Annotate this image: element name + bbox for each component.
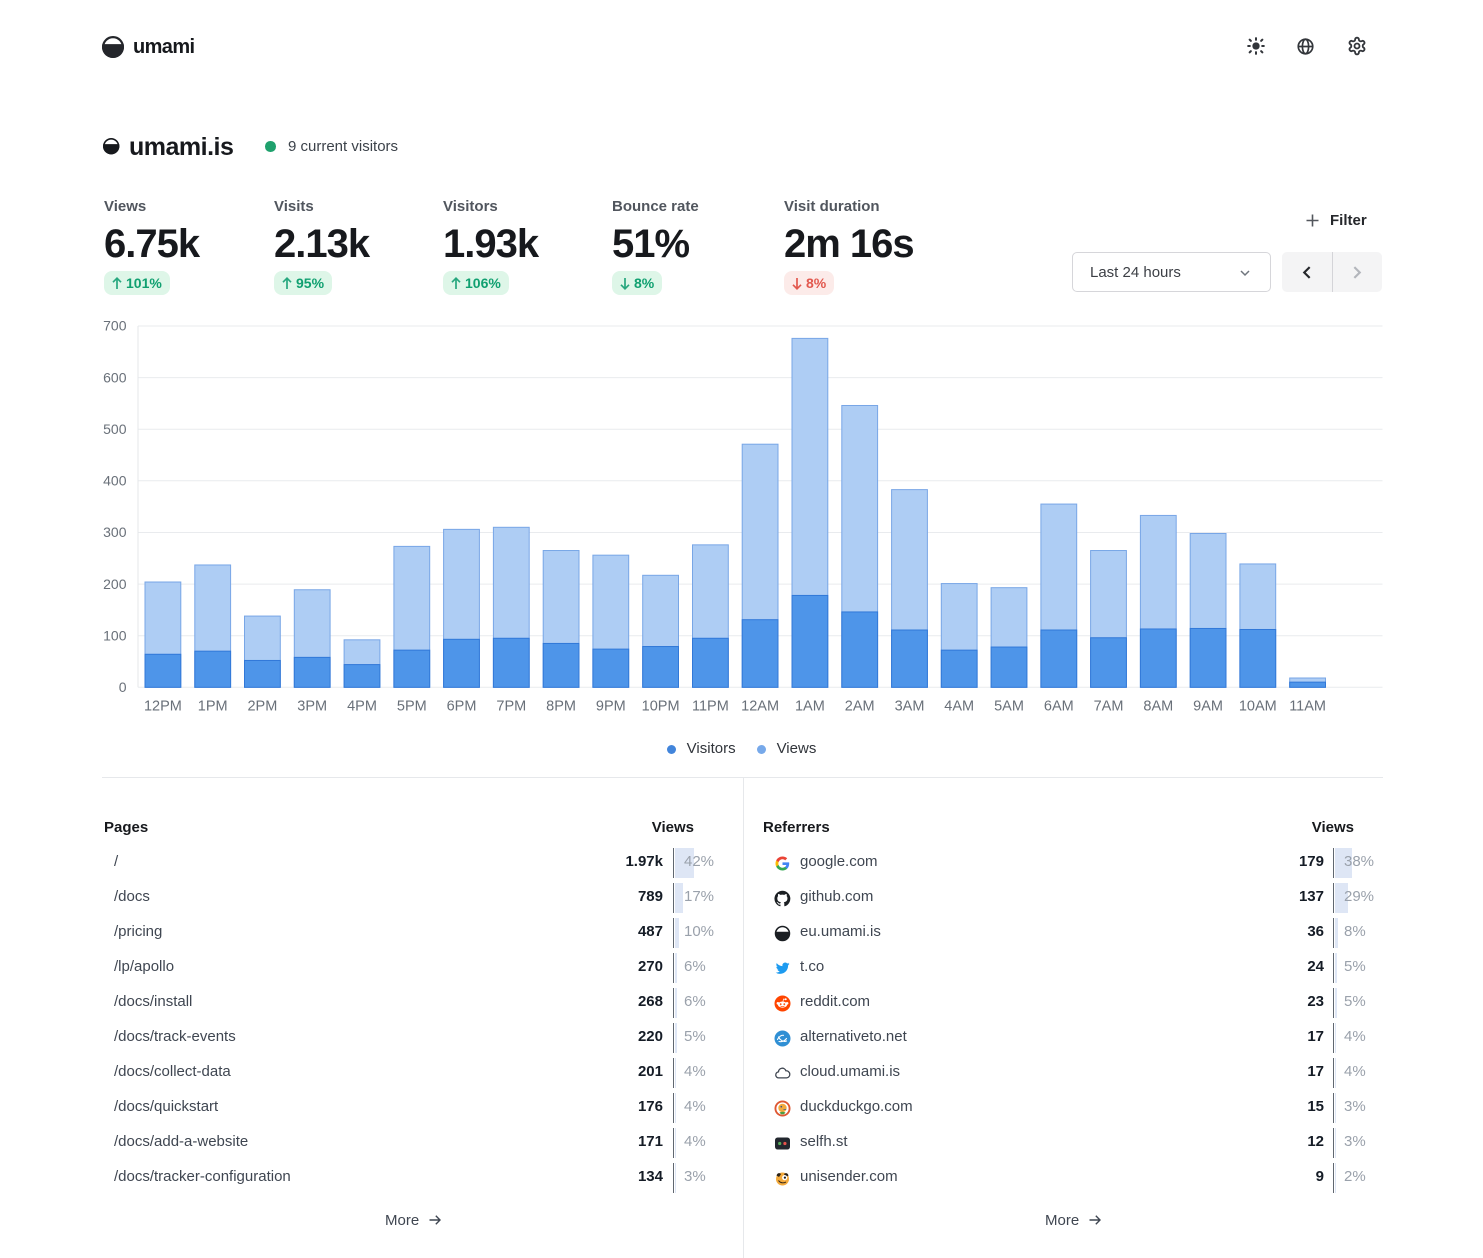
- svg-text:4AM: 4AM: [944, 698, 974, 714]
- svg-text:8AM: 8AM: [1143, 698, 1173, 714]
- svg-text:10AM: 10AM: [1239, 698, 1277, 714]
- svg-text:11PM: 11PM: [692, 698, 729, 714]
- svg-text:6AM: 6AM: [1044, 698, 1074, 714]
- svg-text:1AM: 1AM: [795, 698, 825, 714]
- svg-text:4PM: 4PM: [347, 698, 377, 714]
- svg-text:700: 700: [103, 318, 127, 334]
- svg-text:12PM: 12PM: [144, 698, 182, 714]
- svg-text:600: 600: [103, 369, 127, 385]
- svg-text:7AM: 7AM: [1094, 698, 1124, 714]
- svg-text:5AM: 5AM: [994, 698, 1024, 714]
- svg-text:10PM: 10PM: [642, 698, 680, 714]
- svg-text:5PM: 5PM: [397, 698, 427, 714]
- svg-text:2AM: 2AM: [845, 698, 875, 714]
- svg-text:1PM: 1PM: [198, 698, 228, 714]
- svg-text:3AM: 3AM: [895, 698, 925, 714]
- svg-text:7PM: 7PM: [496, 698, 526, 714]
- svg-text:9PM: 9PM: [596, 698, 626, 714]
- svg-text:3PM: 3PM: [297, 698, 327, 714]
- svg-text:11AM: 11AM: [1289, 698, 1326, 714]
- svg-text:100: 100: [103, 627, 127, 643]
- svg-text:9AM: 9AM: [1193, 698, 1223, 714]
- svg-text:2PM: 2PM: [247, 698, 277, 714]
- svg-text:300: 300: [103, 524, 127, 540]
- svg-text:12AM: 12AM: [741, 698, 779, 714]
- svg-text:500: 500: [103, 421, 127, 437]
- svg-text:400: 400: [103, 473, 127, 489]
- svg-text:0: 0: [119, 679, 127, 695]
- svg-text:200: 200: [103, 576, 127, 592]
- svg-text:6PM: 6PM: [447, 698, 477, 714]
- svg-text:8PM: 8PM: [546, 698, 576, 714]
